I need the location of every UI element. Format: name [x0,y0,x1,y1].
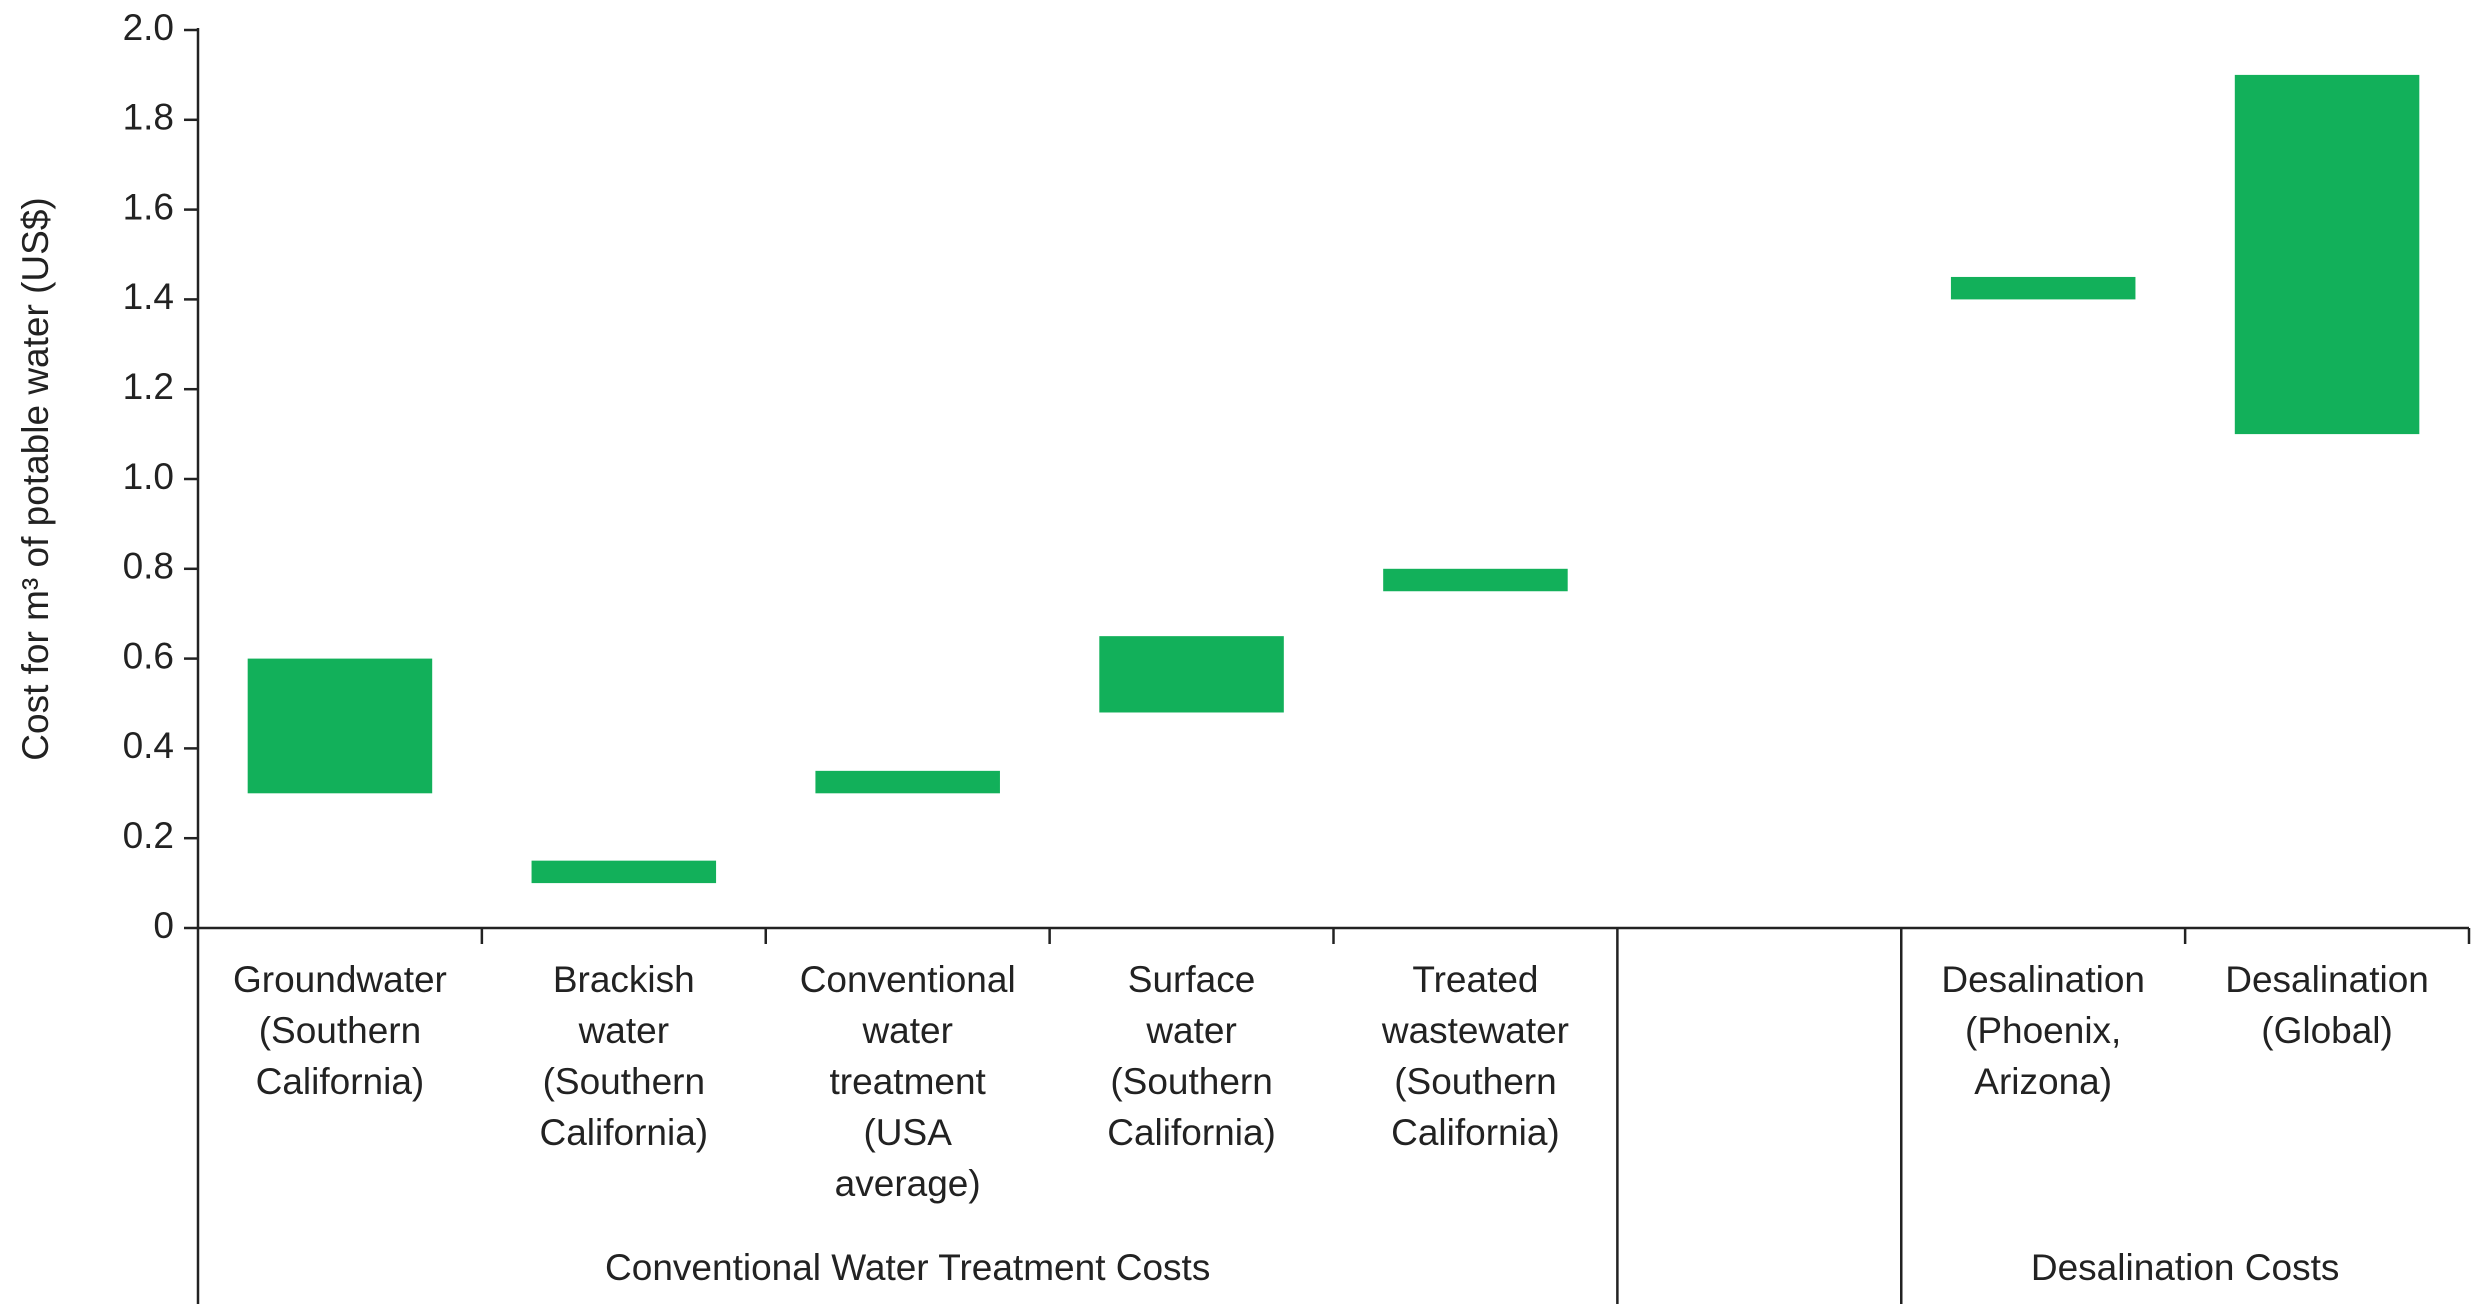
y-tick-label: 0.8 [123,546,174,587]
x-tick-label: California) [256,1061,425,1102]
x-tick-label: average) [835,1163,981,1204]
range-bar [531,860,717,884]
x-tick-label: wastewater [1381,1010,1569,1051]
x-tick-label: (Southern [259,1010,422,1051]
group-label: Desalination Costs [2031,1247,2339,1288]
x-tick-label: water [861,1010,952,1051]
x-tick-label: Desalination [1941,959,2145,1000]
range-bar [1950,276,2136,300]
y-tick-label: 1.6 [123,186,174,227]
x-tick-label: (Southern [543,1061,706,1102]
y-axis-label: Cost for m³ of potable water (US$) [15,197,56,760]
y-tick-label: 1.0 [123,456,174,497]
x-tick-label: Arizona) [1974,1061,2112,1102]
range-bar [247,658,433,794]
x-tick-label: (Phoenix, [1965,1010,2121,1051]
x-tick-label: Conventional [800,959,1016,1000]
x-tick-label: (USA [863,1112,952,1153]
x-tick-label: California) [1391,1112,1560,1153]
range-bar [2234,74,2420,435]
y-tick-label: 0.2 [123,815,174,856]
y-tick-label: 0.6 [123,635,174,676]
range-bar [1099,636,1284,713]
range-bar [1383,568,1568,592]
x-tick-label: Desalination [2225,959,2429,1000]
x-tick-label: California) [540,1112,709,1153]
y-tick-label: 2.0 [123,7,174,48]
x-tick-label: Groundwater [233,959,447,1000]
range-bar [815,770,1000,794]
y-tick-label: 1.8 [123,97,174,138]
x-tick-label: water [578,1010,669,1051]
x-tick-label: Brackish [553,959,695,1000]
x-tick-label: Surface [1128,959,1256,1000]
x-tick-label: (Global) [2261,1010,2393,1051]
y-tick-label: 1.4 [123,276,174,317]
x-tick-label: water [1145,1010,1236,1051]
y-tick-label: 0.4 [123,725,174,766]
x-tick-label: Treated [1412,959,1538,1000]
x-tick-label: (Southern [1110,1061,1273,1102]
y-tick-label: 1.2 [123,366,174,407]
x-tick-label: (Southern [1394,1061,1557,1102]
y-tick-label: 0 [153,905,174,946]
x-tick-label: treatment [830,1061,987,1102]
group-label: Conventional Water Treatment Costs [605,1247,1210,1288]
x-tick-label: California) [1107,1112,1276,1153]
